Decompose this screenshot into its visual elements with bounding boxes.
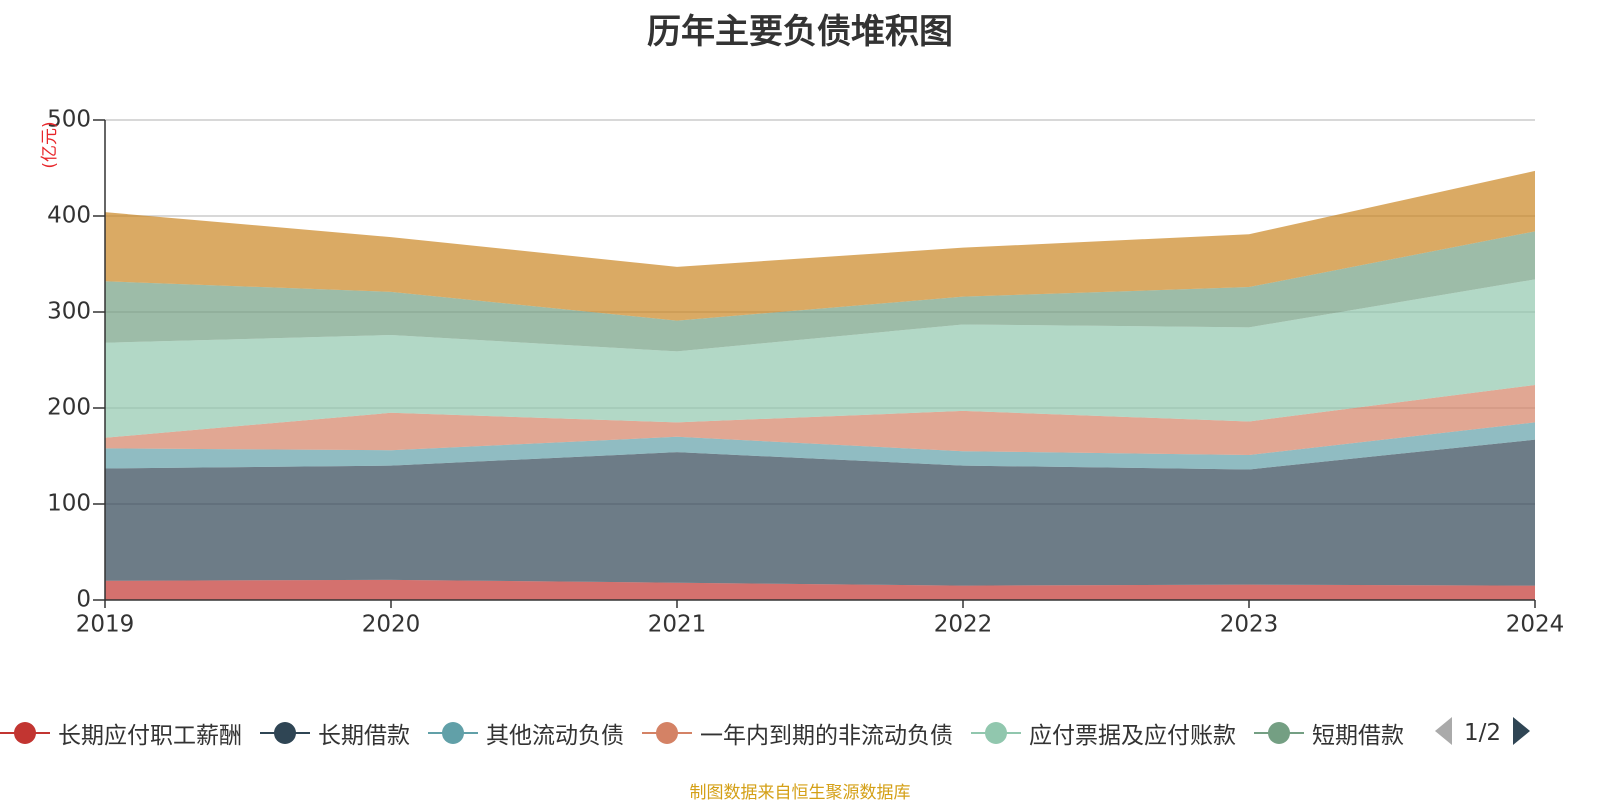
legend-marker-icon: [0, 722, 50, 744]
y-tick-label: 500: [47, 107, 91, 133]
x-tick-label: 2024: [1506, 612, 1565, 638]
chart-title: 历年主要负债堆积图: [647, 12, 953, 52]
area-series-4[interactable]: [105, 279, 1535, 438]
legend-pager: 1/2: [1434, 716, 1531, 750]
area-series-5[interactable]: [105, 231, 1535, 352]
legend-prev-page-icon[interactable]: [1434, 716, 1454, 750]
legend-marker-icon: [428, 722, 478, 744]
y-axis-unit-label: (亿元): [40, 121, 60, 168]
axes: 0 100 200 300 400 500 2019 2020 2021 2022 2023 2024: [47, 107, 1564, 638]
legend-label: 应付票据及应付账款: [1029, 723, 1236, 749]
x-tick-label: 2023: [1220, 612, 1279, 638]
area-series-1[interactable]: [105, 439, 1535, 586]
legend-label: 一年内到期的非流动负债: [700, 723, 953, 749]
legend-item[interactable]: 其他流动负债: [428, 716, 624, 750]
legend-label: 长期借款: [318, 723, 410, 749]
legend-item[interactable]: 长期应付职工薪酬: [0, 716, 242, 750]
legend-item[interactable]: 短期借款: [1254, 716, 1404, 750]
legend-marker-icon: [1254, 722, 1304, 744]
legend-label: 短期借款: [1312, 723, 1404, 749]
legend-page-indicator: 1/2: [1464, 720, 1502, 746]
legend: 长期应付职工薪酬 长期借款 其他流动负债 一年内到期的非流动负债 应付票据及应付账款 短期…: [0, 712, 1600, 754]
y-tick-label: 200: [47, 395, 91, 421]
y-tick-label: 0: [76, 587, 91, 613]
y-tick-label: 100: [47, 491, 91, 517]
x-tick-label: 2021: [648, 612, 707, 638]
legend-label: 其他流动负债: [486, 723, 624, 749]
area-series-3[interactable]: [105, 384, 1535, 456]
legend-marker-icon: [642, 722, 692, 744]
legend-marker-icon: [971, 722, 1021, 744]
legend-item[interactable]: 一年内到期的非流动负债: [642, 716, 953, 750]
legend-next-page-icon[interactable]: [1511, 716, 1531, 750]
x-tick-label: 2020: [362, 612, 421, 638]
area-series: [105, 170, 1535, 600]
area-series-2[interactable]: [105, 422, 1535, 470]
data-source-note: 制图数据来自恒生聚源数据库: [689, 783, 911, 803]
area-series-6[interactable]: [105, 170, 1535, 321]
legend-marker-icon: [260, 722, 310, 744]
chart-plot: 0 100 200 300 400 500 2019 2020 2021 2022 2023 2024…: [40, 107, 1564, 638]
x-tick-label: 2022: [934, 612, 993, 638]
legend-item[interactable]: 长期借款: [260, 716, 410, 750]
legend-label: 长期应付职工薪酬: [58, 723, 242, 749]
y-tick-label: 400: [47, 203, 91, 229]
legend-item[interactable]: 应付票据及应付账款: [971, 716, 1236, 750]
x-tick-label: 2019: [76, 612, 135, 638]
y-tick-label: 300: [47, 299, 91, 325]
